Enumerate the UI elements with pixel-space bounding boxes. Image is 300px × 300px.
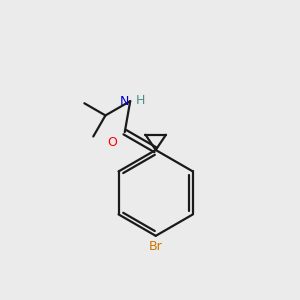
Text: Br: Br	[149, 240, 163, 253]
Text: N: N	[119, 94, 129, 108]
Text: H: H	[135, 94, 145, 107]
Text: O: O	[107, 136, 117, 149]
